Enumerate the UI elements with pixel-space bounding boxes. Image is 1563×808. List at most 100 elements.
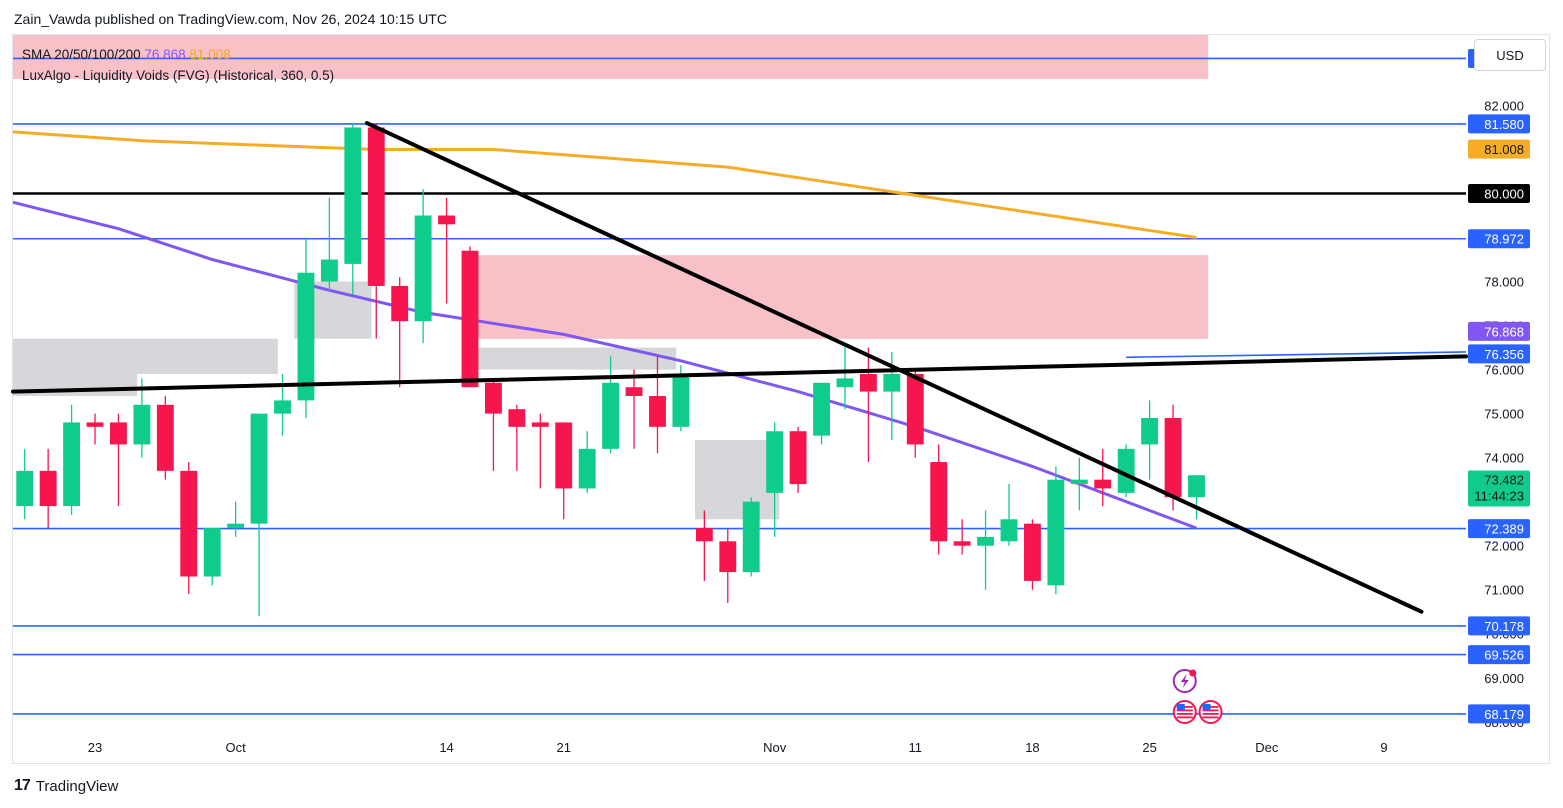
level-label-7: 68.179 <box>1484 707 1524 722</box>
candle-body-33 <box>789 431 807 485</box>
price-labels: 83.06781.58080.00078.97272.38970.17869.5… <box>1468 48 1530 724</box>
horizontal-levels <box>13 57 1466 715</box>
candles <box>16 123 1205 617</box>
us-flag-canton-0 <box>1176 704 1185 710</box>
candle-body-43 <box>1024 523 1041 581</box>
candle-body-19 <box>461 250 479 388</box>
level-label-4: 72.389 <box>1484 522 1524 537</box>
y-tick-5: 74.000 <box>1484 451 1524 466</box>
sma-label-2: 76.356 <box>1484 347 1524 362</box>
candle-body-35 <box>836 378 854 388</box>
candle-body-21 <box>508 409 526 427</box>
candle-body-22 <box>531 422 549 427</box>
x-tick-3: 21 <box>556 740 570 755</box>
candle-body-16 <box>391 285 409 322</box>
currency-button[interactable]: USD <box>1474 39 1546 71</box>
candle-body-46 <box>1094 479 1112 489</box>
sma-label-2-bg <box>1468 344 1530 364</box>
candle-body-45 <box>1070 479 1088 485</box>
sma-label-0-bg <box>1468 139 1530 159</box>
candle-body-24 <box>578 448 596 489</box>
level-label-1: 81.580 <box>1484 117 1524 132</box>
x-tick-4: Nov <box>763 740 787 755</box>
candle-body-26 <box>625 387 643 397</box>
candle-body-17 <box>414 215 432 322</box>
last-price-label: 73.482 <box>1484 472 1524 487</box>
y-tick-1: 78.000 <box>1484 275 1524 290</box>
legend-luxalgo-row[interactable]: LuxAlgo - Liquidity Voids (FVG) (Histori… <box>22 68 335 83</box>
level-label-3: 78.972 <box>1484 232 1524 247</box>
candle-body-47 <box>1117 448 1135 493</box>
fvg-zone-pink <box>462 255 1209 339</box>
legend-sma-row[interactable]: SMA 20/50/100/200 76.868 81.008 <box>22 44 334 65</box>
sma-line-purple <box>12 200 1198 530</box>
y-tick-9: 69.000 <box>1484 671 1524 686</box>
level-label-5: 70.178 <box>1484 619 1524 634</box>
trendline-descending <box>364 121 1424 614</box>
us-flag-stripe-0-1 <box>1176 709 1193 712</box>
us-flag-stripe-1-2 <box>1202 713 1219 715</box>
level-label-6: 69.526 <box>1484 648 1524 663</box>
event-icons <box>1172 669 1223 724</box>
candle-body-36 <box>859 373 877 392</box>
level-label-6-bg <box>1468 645 1530 665</box>
trendline-blue-overlay <box>1126 351 1467 359</box>
candle-body-8 <box>203 528 221 577</box>
fvg-zone-gray-4 <box>462 347 677 370</box>
candle-body-32 <box>766 431 784 493</box>
candle-body-37 <box>883 373 901 392</box>
candle-body-6 <box>156 404 174 471</box>
y-tick-0: 82.000 <box>1484 98 1524 113</box>
candle-body-14 <box>344 127 362 264</box>
candle-body-34 <box>813 382 830 436</box>
sma-line-orange <box>12 130 1197 239</box>
fvg-zone-gray-1 <box>13 338 278 374</box>
last-price-bg <box>1468 470 1530 507</box>
x-tick-0: 23 <box>88 740 102 755</box>
indicator-legend: SMA 20/50/100/200 76.868 81.008 LuxAlgo … <box>22 44 334 86</box>
sma-lines <box>12 130 1198 530</box>
trendline-ascending <box>11 354 1468 394</box>
x-axis: 23 Oct 14 21 Nov 11 18 25 Dec 9 <box>88 740 1388 755</box>
x-tick-8: Dec <box>1255 740 1279 755</box>
candle-body-49 <box>1164 418 1182 498</box>
lightning-icon-bolt <box>1180 674 1189 688</box>
candle-body-2 <box>63 422 81 507</box>
level-label-2: 80.000 <box>1484 186 1524 201</box>
candle-body-5 <box>133 404 151 445</box>
candle-body-29 <box>695 528 713 542</box>
y-tick-6: 72.000 <box>1484 539 1524 554</box>
candle-body-3 <box>86 422 104 427</box>
candle-body-38 <box>906 373 924 445</box>
legend-sma-value-a: 76.868 <box>144 47 186 62</box>
tradingview-brand: TradingView <box>35 777 119 795</box>
x-tick-6: 18 <box>1025 740 1039 755</box>
candle-body-40 <box>953 541 971 546</box>
candle-body-0 <box>16 470 34 507</box>
level-label-2-bg <box>1468 183 1530 203</box>
candle-body-9 <box>227 523 245 529</box>
level-label-3-bg <box>1468 229 1530 249</box>
tradingview-logo[interactable]: 17 TradingView <box>14 777 118 795</box>
candle-body-27 <box>649 396 666 427</box>
candle-body-44 <box>1047 479 1065 586</box>
candle-body-23 <box>555 422 573 489</box>
candle-body-50 <box>1188 475 1205 498</box>
candle-body-39 <box>930 462 948 542</box>
level-label-1-bg <box>1468 114 1530 134</box>
lightning-icon-dot <box>1189 669 1197 677</box>
tradingview-logo-icon: 17 <box>14 777 31 794</box>
candle-body-11 <box>274 400 291 414</box>
sma-label-1: 76.868 <box>1484 324 1524 339</box>
candle-body-7 <box>180 470 198 577</box>
us-flag-stripe-0-3 <box>1176 716 1193 719</box>
sma-label-1-bg <box>1468 321 1530 341</box>
candle-body-30 <box>719 541 737 573</box>
us-flag-stripe-0-2 <box>1176 713 1193 715</box>
candle-body-41 <box>977 536 995 546</box>
level-label-7-bg <box>1468 704 1530 724</box>
sma-label-0: 81.008 <box>1484 142 1524 157</box>
fvg-zone-gray-5 <box>694 440 780 520</box>
candle-body-28 <box>672 373 690 427</box>
